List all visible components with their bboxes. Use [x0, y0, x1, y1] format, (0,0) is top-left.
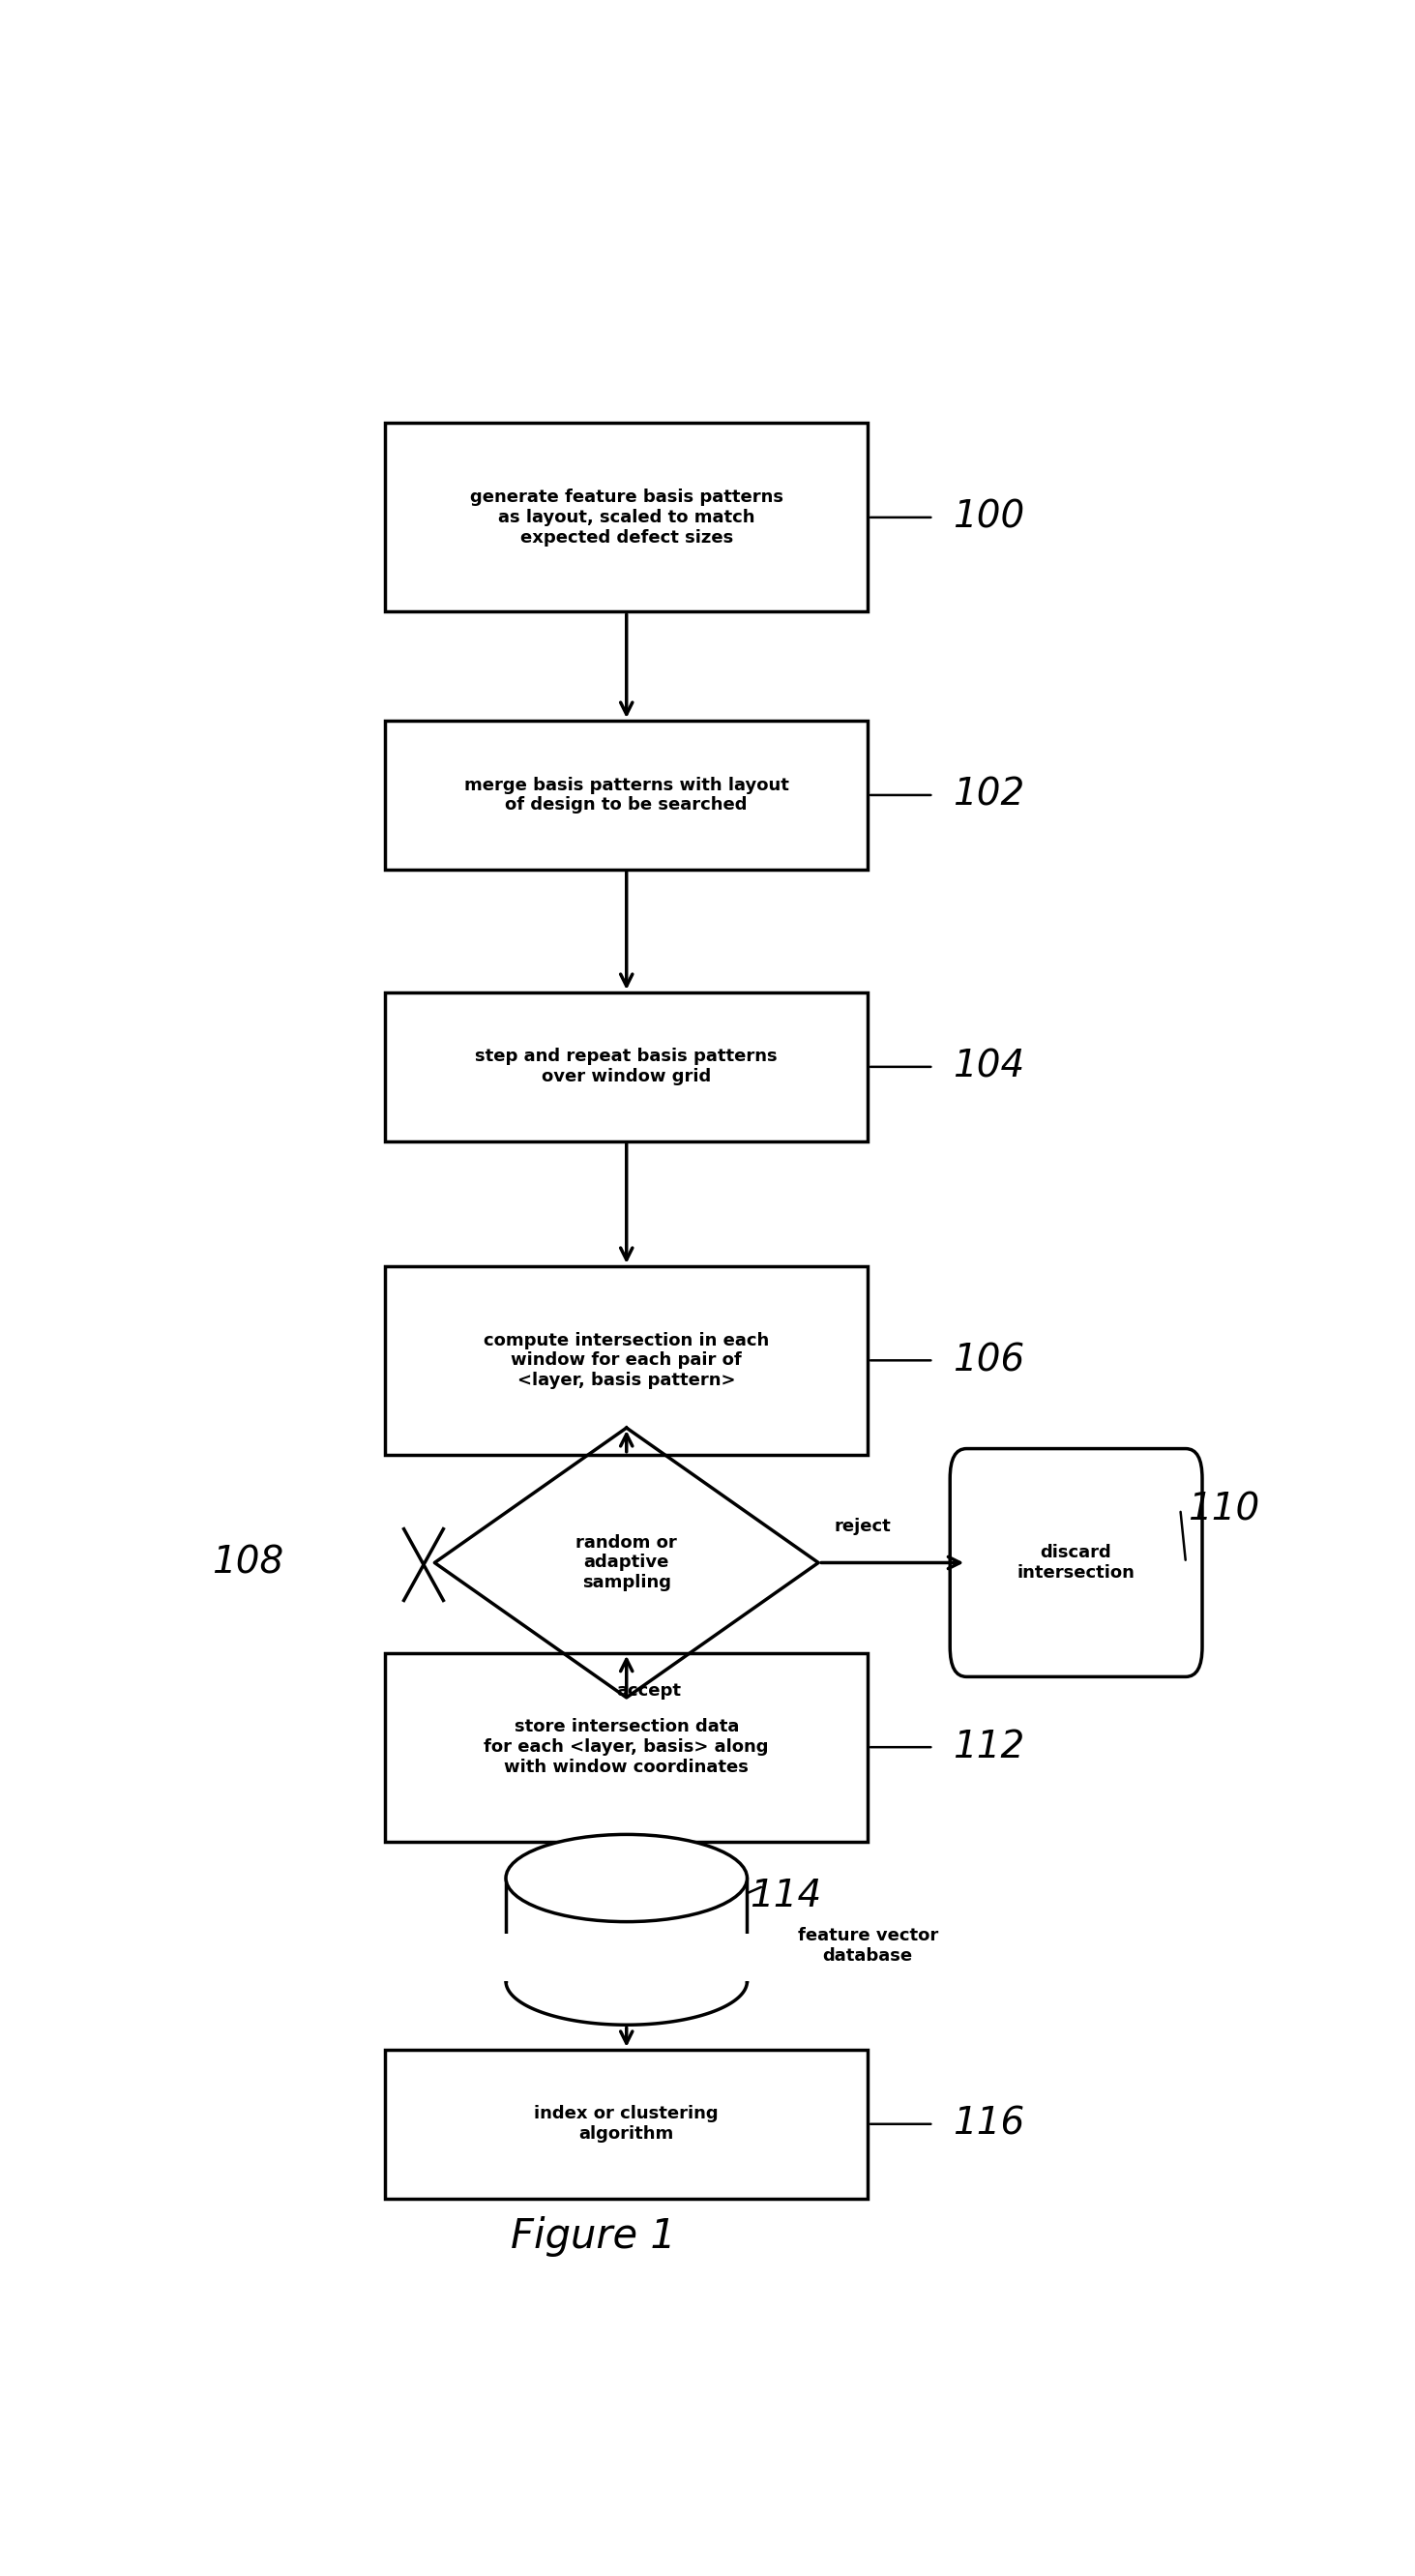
Text: store intersection data
for each <layer, basis> along
with window coordinates: store intersection data for each <layer,… — [484, 1718, 768, 1775]
Text: accept: accept — [616, 1682, 681, 1700]
Text: random or
adaptive
sampling: random or adaptive sampling — [576, 1533, 678, 1592]
FancyBboxPatch shape — [385, 1267, 867, 1455]
Text: index or clustering
algorithm: index or clustering algorithm — [535, 2105, 719, 2143]
Text: 114: 114 — [750, 1878, 822, 1914]
Text: 106: 106 — [952, 1342, 1024, 1378]
Text: 102: 102 — [952, 778, 1024, 814]
FancyBboxPatch shape — [385, 1654, 867, 1842]
FancyBboxPatch shape — [385, 422, 867, 611]
Text: 108: 108 — [212, 1546, 284, 1582]
FancyBboxPatch shape — [385, 2050, 867, 2197]
FancyBboxPatch shape — [385, 992, 867, 1141]
Text: 116: 116 — [952, 2105, 1024, 2143]
Text: merge basis patterns with layout
of design to be searched: merge basis patterns with layout of desi… — [464, 775, 790, 814]
Text: compute intersection in each
window for each pair of
<layer, basis pattern>: compute intersection in each window for … — [484, 1332, 770, 1388]
FancyBboxPatch shape — [949, 1448, 1203, 1677]
Text: feature vector
database: feature vector database — [798, 1927, 938, 1965]
Text: discard
intersection: discard intersection — [1017, 1543, 1135, 1582]
Text: 100: 100 — [952, 500, 1024, 536]
Polygon shape — [434, 1427, 818, 1698]
Text: 104: 104 — [952, 1048, 1024, 1084]
Text: Figure 1: Figure 1 — [511, 2215, 676, 2257]
Text: step and repeat basis patterns
over window grid: step and repeat basis patterns over wind… — [475, 1048, 778, 1084]
Text: generate feature basis patterns
as layout, scaled to match
expected defect sizes: generate feature basis patterns as layou… — [470, 489, 782, 546]
Text: reject: reject — [833, 1517, 890, 1535]
Bar — [507, 1878, 747, 1981]
Ellipse shape — [507, 1834, 747, 1922]
Bar — [501, 1935, 753, 1981]
Text: 110: 110 — [1189, 1492, 1261, 1528]
FancyBboxPatch shape — [385, 721, 867, 871]
Text: 112: 112 — [952, 1728, 1024, 1765]
